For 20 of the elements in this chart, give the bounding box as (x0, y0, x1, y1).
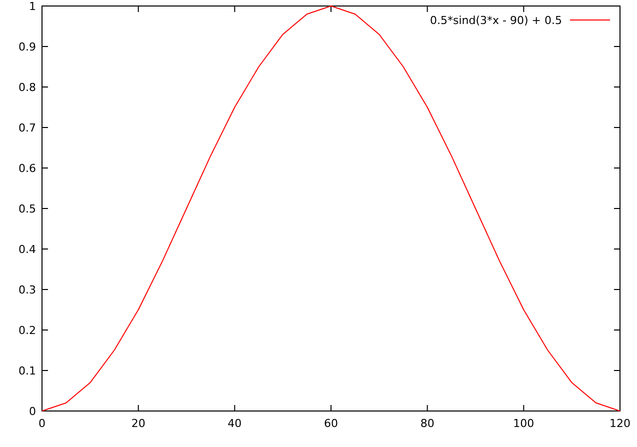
y-tick-label: 0.3 (18, 284, 36, 296)
legend-label: 0.5*sind(3*x - 90) + 0.5 (430, 14, 562, 27)
x-tick-label: 100 (513, 417, 534, 430)
x-tick-label: 20 (131, 417, 146, 430)
line-series (42, 6, 620, 412)
x-tick-label: 0 (38, 417, 46, 430)
y-tick-label: 0.9 (18, 40, 36, 54)
x-tick-label: 80 (420, 417, 434, 430)
y-tick-label: 0 (29, 405, 36, 418)
y-tick-label: 0.4 (18, 243, 36, 256)
x-tick-label: 40 (228, 417, 242, 430)
y-tick-label: 1 (29, 0, 36, 13)
y-tick-label: 0.2 (18, 324, 36, 337)
x-tick-label: 120 (610, 417, 630, 430)
y-tick-label: 0.5 (18, 202, 36, 216)
y-tick-label: 0.8 (18, 81, 36, 94)
y-tick-label: 0.6 (18, 162, 36, 175)
y-tick-label: 0.7 (18, 122, 36, 134)
x-tick-label: 60 (324, 417, 338, 430)
y-tick-label: 0.1 (18, 364, 36, 378)
